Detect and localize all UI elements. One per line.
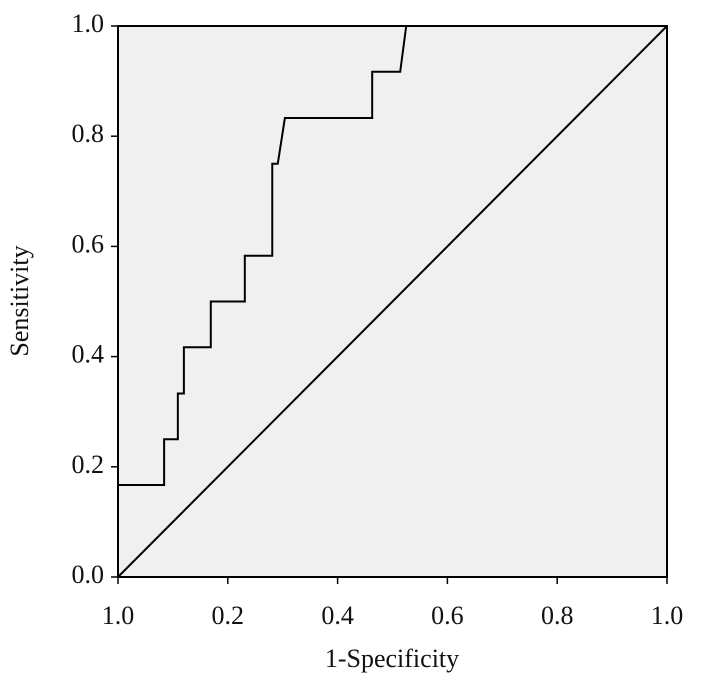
x-tick-label: 0.6 bbox=[431, 601, 464, 630]
y-tick-label: 0.6 bbox=[72, 229, 105, 258]
y-tick-label: 0.0 bbox=[72, 560, 105, 589]
y-tick-label: 0.4 bbox=[72, 340, 105, 369]
y-tick-label: 0.2 bbox=[72, 450, 105, 479]
roc-line bbox=[117, 25, 668, 578]
x-tick-label: 0.2 bbox=[212, 601, 245, 630]
y-axis-label: Sensitivity bbox=[5, 245, 34, 356]
plot-border bbox=[117, 25, 668, 578]
x-tick-label: 0.8 bbox=[541, 601, 574, 630]
x-tick-label: 1.0 bbox=[102, 601, 135, 630]
roc-line bbox=[117, 25, 667, 577]
y-tick-label: 1.0 bbox=[72, 9, 105, 38]
x-axis-label: 1-Specificity bbox=[325, 644, 459, 673]
x-tick-label: 1.0 bbox=[651, 601, 684, 630]
y-tick-label: 0.8 bbox=[72, 119, 105, 148]
x-tick-label: 0.4 bbox=[321, 601, 354, 630]
